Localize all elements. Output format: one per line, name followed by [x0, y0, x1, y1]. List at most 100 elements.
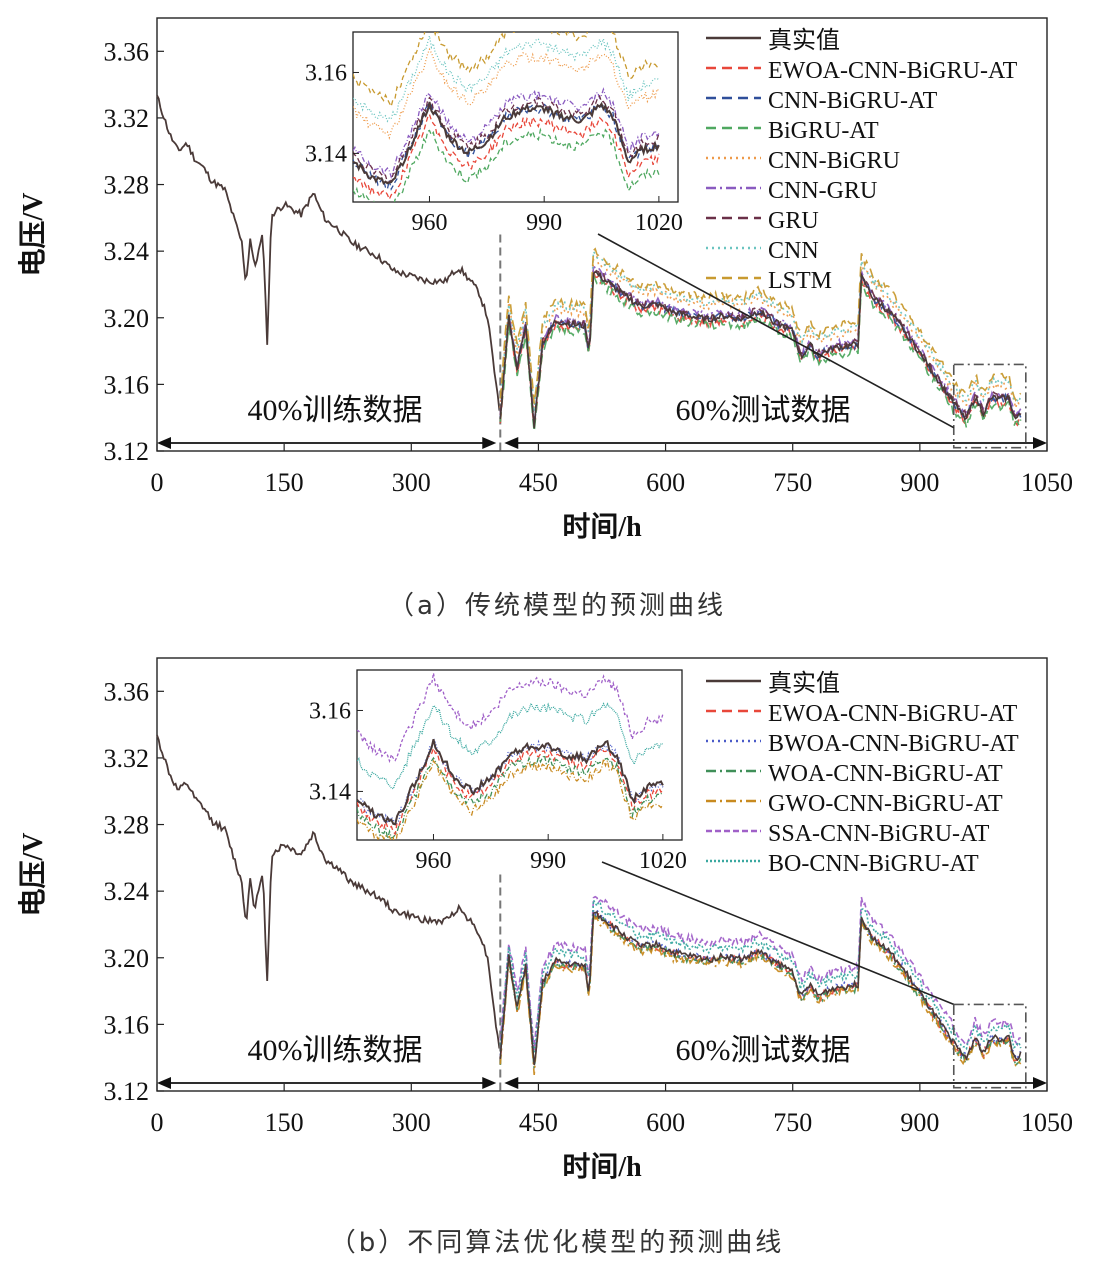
inset-x-tick-label: 1020: [639, 848, 687, 874]
inset-y-tick-label: 3.16: [309, 698, 351, 724]
series-line-SSA-CNN-BiGRU-AT: [499, 895, 1021, 1050]
inset-x-tick-label: 1020: [635, 210, 683, 236]
train-annotation: 40%训练数据: [248, 1034, 423, 1067]
inset-chart: 960 990 1020 3.14 3.16: [305, 31, 683, 236]
inset-series-actual: [353, 101, 660, 185]
x-tick-label: 150: [265, 1108, 304, 1137]
series-line-actual-train: [156, 734, 501, 1049]
y-tick-label: 3.24: [104, 237, 150, 266]
test-range-arrow-head-left: [504, 437, 519, 449]
train-range-arrow-head-right: [482, 437, 497, 449]
inset-x-tick-label: 960: [411, 210, 447, 236]
legend-label: BWOA-CNN-BiGRU-AT: [768, 731, 1019, 757]
train-range-arrow-head-left: [157, 1077, 171, 1089]
y-tick-label: 3.28: [104, 811, 150, 840]
x-tick-label: 1050: [1021, 468, 1073, 497]
chart-panel-a: 3.12 3.16 3.20 3.24 3.28 3.32 3.36 0 150 300 450 60…: [17, 17, 1073, 543]
test-annotation: 60%测试数据: [676, 394, 851, 427]
zoom-region-box: [952, 363, 1027, 449]
y-tick-label: 3.20: [104, 944, 150, 973]
y-tick-label: 3.32: [104, 744, 150, 773]
legend-label: CNN: [768, 238, 819, 264]
inset-y-tick-label: 3.14: [309, 779, 351, 805]
inset-series-EWOA-CNN-BiGRU-AT: [353, 112, 660, 201]
legend-label: CNN-GRU: [768, 178, 877, 204]
x-tick-label: 600: [646, 1108, 685, 1137]
x-axis-label: 时间/h: [562, 511, 642, 543]
series-line-BiGRU-AT: [499, 274, 1022, 432]
chart-panel-b: 3.12 3.16 3.20 3.24 3.28 3.32 3.36 0 150 300 450 60…: [17, 657, 1073, 1183]
legend-label: CNN-BiGRU: [768, 148, 900, 174]
legend-label: BiGRU-AT: [768, 118, 879, 144]
x-tick-label: 600: [646, 468, 685, 497]
y-tick-label: 3.12: [104, 437, 150, 466]
legend-label: EWOA-CNN-BiGRU-AT: [768, 701, 1018, 727]
legend: 真实值 EWOA-CNN-BiGRU-AT BWOA-CNN-BiGRU-AT WOA…: [706, 670, 1019, 877]
x-tick-label: 750: [773, 468, 812, 497]
legend-label: EWOA-CNN-BiGRU-AT: [768, 58, 1018, 84]
inset-x-tick-label: 960: [415, 848, 451, 874]
plot-frame: [156, 657, 1048, 1092]
inset-chart: 960 990 1020 3.14 3.16: [309, 669, 687, 874]
y-tick-label: 3.16: [104, 370, 150, 399]
inset-series-actual: [357, 738, 664, 826]
series-line-actual-train: [156, 94, 501, 411]
inset-series-CNN-BiGRU: [353, 47, 660, 140]
inset-lines: [353, 32, 660, 202]
x-tick-label: 0: [151, 1108, 164, 1137]
y-tick-label: 3.20: [104, 304, 150, 333]
inset-series-CNN-GRU: [353, 87, 660, 179]
train-annotation: 40%训练数据: [248, 394, 423, 427]
legend-label: GRU: [768, 208, 819, 234]
inset-series-WOA-CNN-BiGRU-AT: [357, 753, 664, 839]
y-tick-label: 3.36: [104, 37, 150, 66]
test-range-arrow-head-right: [1033, 1077, 1047, 1089]
inset-series-CNN: [353, 35, 660, 123]
y-tick-label: 3.28: [104, 171, 150, 200]
legend: 真实值 EWOA-CNN-BiGRU-AT CNN-BiGRU-AT BiGRU-AT…: [706, 27, 1018, 294]
train-range-arrow-head-right: [482, 1077, 497, 1089]
caption-b: （b）不同算法优化模型的预测曲线: [329, 1228, 785, 1258]
series-line-LSTM: [499, 247, 1022, 404]
inset-series-BO-CNN-BiGRU-AT: [357, 701, 663, 790]
x-tick-label: 750: [773, 1108, 812, 1137]
x-tick-label: 450: [519, 1108, 558, 1137]
train-range-arrow-head-left: [157, 437, 171, 449]
zoom-region-box: [952, 1003, 1027, 1089]
inset-y-tick-label: 3.14: [305, 141, 347, 167]
x-axis-label: 时间/h: [562, 1151, 642, 1183]
y-axis-label: 电压/V: [17, 192, 49, 276]
y-tick-label: 3.24: [104, 877, 150, 906]
x-tick-label: 150: [265, 468, 304, 497]
series-line-actual-test: [499, 270, 1022, 429]
plot-frame: [156, 17, 1048, 452]
inset-lines: [357, 673, 664, 840]
legend-label: BO-CNN-BiGRU-AT: [768, 851, 979, 877]
inset-frame: [356, 669, 683, 841]
legend-label: 真实值: [768, 670, 840, 697]
series-line-BO-CNN-BiGRU-AT: [499, 897, 1022, 1054]
x-tick-label: 300: [392, 1108, 431, 1137]
legend-label: LSTM: [768, 268, 832, 294]
y-tick-label: 3.36: [104, 677, 150, 706]
inset-series-SSA-CNN-BiGRU-AT: [357, 673, 664, 764]
test-range-arrow-head-left: [504, 1077, 519, 1089]
legend-label: SSA-CNN-BiGRU-AT: [768, 821, 990, 847]
legend-label: GWO-CNN-BiGRU-AT: [768, 791, 1003, 817]
inset-y-tick-label: 3.16: [305, 60, 347, 86]
test-range-arrow-head-right: [1033, 437, 1047, 449]
inset-x-tick-label: 990: [530, 848, 566, 874]
zoom-pointer-line: [601, 861, 955, 1006]
y-axis-label: 电压/V: [17, 832, 49, 916]
series-line-actual-test: [499, 910, 1022, 1066]
zoom-pointer-line: [597, 233, 955, 429]
x-tick-label: 0: [151, 468, 164, 497]
test-annotation: 60%测试数据: [676, 1034, 851, 1067]
inset-x-tick-label: 990: [526, 210, 562, 236]
inset-series-CNN-BiGRU-AT: [353, 100, 660, 191]
legend-label: CNN-BiGRU-AT: [768, 88, 938, 114]
inset-series-GRU: [353, 94, 660, 183]
x-tick-label: 1050: [1021, 1108, 1073, 1137]
y-tick-label: 3.32: [104, 104, 150, 133]
